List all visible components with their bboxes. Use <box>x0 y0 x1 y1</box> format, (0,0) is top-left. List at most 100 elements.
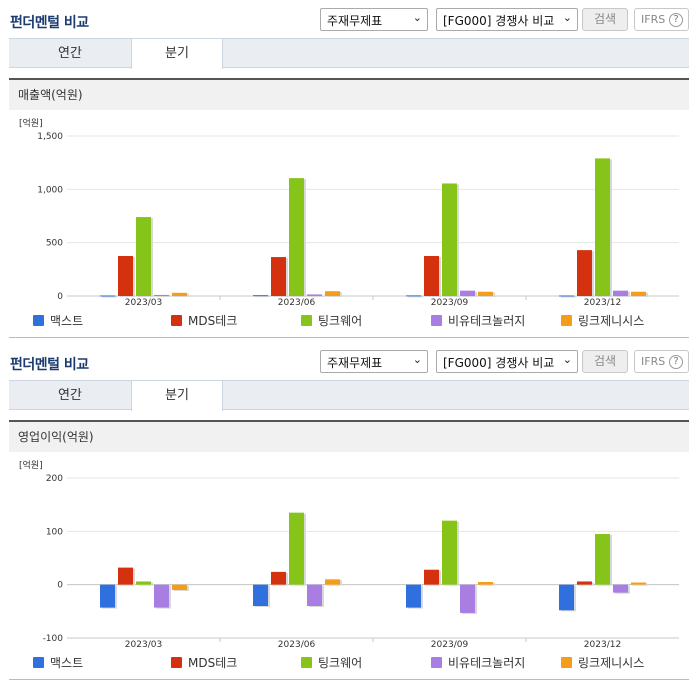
chart-legend: 맥스트 MDS테크 팅크웨어 비유테크놀러지 링크제니시스 <box>33 654 683 672</box>
help-icon[interactable]: ? <box>669 13 683 27</box>
compare-group-value: [FG000] 경쟁사 비교 <box>443 14 555 28</box>
legend-item-링크제니시스[interactable]: 링크제니시스 <box>561 312 644 330</box>
bar-비유테크놀러지-2023-03 <box>154 584 169 608</box>
y-tick-label: 200 <box>46 474 63 484</box>
tab-annual[interactable]: 연간 <box>58 388 82 403</box>
bar-비유테크놀러지-2023-03 <box>154 294 169 296</box>
bar-mds테크-2023-12 <box>577 581 592 585</box>
section-title: 매출액(억원) <box>9 78 689 110</box>
legend-item-팅크웨어[interactable]: 팅크웨어 <box>301 654 362 672</box>
x-tick-label: 2023/03 <box>125 298 162 308</box>
bar-shadow <box>156 295 171 297</box>
y-tick-label: 500 <box>46 239 63 249</box>
compare-group-select[interactable]: [FG000] 경쟁사 비교 ⌄ <box>436 8 578 31</box>
report-type-value: 주재무제표 <box>327 356 383 370</box>
bar-비유테크놀러지-2023-06 <box>307 294 322 296</box>
bar-링크제니시스-2023-12 <box>631 291 646 296</box>
bar-비유테크놀러지-2023-09 <box>460 584 475 613</box>
legend-item-비유테크놀러지[interactable]: 비유테크놀러지 <box>431 312 525 330</box>
panel-operating-income: 펀더멘털 비교 주재무제표 ⌄ [FG000] 경쟁사 비교 ⌄ 검색 IFRS… <box>0 342 696 684</box>
legend-item-비유테크놀러지[interactable]: 비유테크놀러지 <box>431 654 525 672</box>
panel-header: 펀더멘털 비교 주재무제표 ⌄ [FG000] 경쟁사 비교 ⌄ 검색 IFRS… <box>0 0 696 38</box>
legend-swatch <box>431 657 442 668</box>
ifrs-label: IFRS <box>641 13 666 26</box>
chevron-down-icon: ⌄ <box>562 353 572 366</box>
legend-item-mds테크[interactable]: MDS테크 <box>171 312 237 330</box>
bar-맥스트-2023-09 <box>406 295 421 297</box>
bar-비유테크놀러지-2023-06 <box>307 584 322 606</box>
search-button[interactable]: 검색 <box>582 8 628 31</box>
chevron-down-icon: ⌄ <box>412 11 422 24</box>
bar-shadow <box>561 296 576 298</box>
x-tick-label: 2023/06 <box>278 298 316 308</box>
ifrs-button[interactable]: IFRS ? <box>634 350 689 373</box>
bar-맥스트-2023-09 <box>406 584 421 608</box>
legend-label: 링크제니시스 <box>578 656 645 670</box>
bar-shadow <box>408 296 423 298</box>
compare-group-select[interactable]: [FG000] 경쟁사 비교 ⌄ <box>436 350 578 373</box>
ifrs-button[interactable]: IFRS ? <box>634 8 689 31</box>
legend-label: 비유테크놀러지 <box>448 314 526 328</box>
ifrs-label: IFRS <box>641 355 666 368</box>
bar-링크제니시스-2023-03 <box>172 584 187 590</box>
bar-mds테크-2023-12 <box>577 250 592 296</box>
bar-팅크웨어-2023-12 <box>595 158 610 296</box>
period-tabs: 연간 분기 <box>9 38 689 69</box>
legend-item-링크제니시스[interactable]: 링크제니시스 <box>561 654 644 672</box>
x-tick-label: 2023/12 <box>584 640 621 650</box>
x-tick-label: 2023/06 <box>278 640 316 650</box>
panel-title: 펀더멘털 비교 <box>10 15 89 31</box>
bar-팅크웨어-2023-09 <box>442 520 457 585</box>
y-tick-label: -100 <box>43 634 64 644</box>
legend-item-팅크웨어[interactable]: 팅크웨어 <box>301 312 362 330</box>
y-unit-label: [억원] <box>19 117 43 129</box>
bar-맥스트-2023-12 <box>559 584 574 611</box>
bar-shadow <box>255 296 270 298</box>
bar-비유테크놀러지-2023-12 <box>613 290 628 296</box>
x-tick-label: 2023/09 <box>431 298 469 308</box>
legend-swatch <box>301 315 312 326</box>
legend-swatch <box>561 657 572 668</box>
report-type-value: 주재무제표 <box>327 14 383 28</box>
y-tick-label: 0 <box>57 292 63 302</box>
panel-revenue: 펀더멘털 비교 주재무제표 ⌄ [FG000] 경쟁사 비교 ⌄ 검색 IFRS… <box>0 0 696 338</box>
legend-label: 비유테크놀러지 <box>448 656 526 670</box>
bar-mds테크-2023-03 <box>118 256 133 296</box>
section-title: 영업이익(억원) <box>9 420 689 452</box>
legend-label: 팅크웨어 <box>318 656 363 670</box>
search-button[interactable]: 검색 <box>582 350 628 373</box>
bar-맥스트-2023-03 <box>100 295 115 297</box>
legend-swatch <box>33 657 44 668</box>
bar-팅크웨어-2023-09 <box>442 183 457 296</box>
period-tabs: 연간 분기 <box>9 380 689 411</box>
bar-팅크웨어-2023-03 <box>136 581 151 585</box>
tab-quarterly[interactable]: 분기 <box>131 381 223 411</box>
y-tick-label: 1,500 <box>37 132 63 142</box>
y-tick-label: 0 <box>57 581 63 591</box>
x-tick-label: 2023/12 <box>584 298 621 308</box>
report-type-select[interactable]: 주재무제표 ⌄ <box>320 350 428 373</box>
legend-label: MDS테크 <box>188 314 238 328</box>
bar-shadow <box>102 296 117 298</box>
bar-비유테크놀러지-2023-09 <box>460 290 475 296</box>
compare-group-value: [FG000] 경쟁사 비교 <box>443 356 555 370</box>
legend-item-mds테크[interactable]: MDS테크 <box>171 654 237 672</box>
report-type-select[interactable]: 주재무제표 ⌄ <box>320 8 428 31</box>
bar-링크제니시스-2023-09 <box>478 582 493 585</box>
panel-header: 펀더멘털 비교 주재무제표 ⌄ [FG000] 경쟁사 비교 ⌄ 검색 IFRS… <box>0 342 696 380</box>
legend-item-맥스트[interactable]: 맥스트 <box>33 654 83 672</box>
tab-quarterly[interactable]: 분기 <box>131 39 223 69</box>
bar-팅크웨어-2023-03 <box>136 217 151 296</box>
chevron-down-icon: ⌄ <box>412 353 422 366</box>
tab-annual[interactable]: 연간 <box>58 46 82 61</box>
bar-팅크웨어-2023-06 <box>289 512 304 585</box>
legend-label: 맥스트 <box>50 314 84 328</box>
y-unit-label: [억원] <box>19 459 43 471</box>
x-tick-label: 2023/09 <box>431 640 469 650</box>
bar-링크제니시스-2023-12 <box>631 582 646 585</box>
legend-swatch <box>171 657 182 668</box>
bar-맥스트-2023-12 <box>559 295 574 297</box>
chart-legend: 맥스트 MDS테크 팅크웨어 비유테크놀러지 링크제니시스 <box>33 312 683 330</box>
help-icon[interactable]: ? <box>669 355 683 369</box>
legend-item-맥스트[interactable]: 맥스트 <box>33 312 83 330</box>
